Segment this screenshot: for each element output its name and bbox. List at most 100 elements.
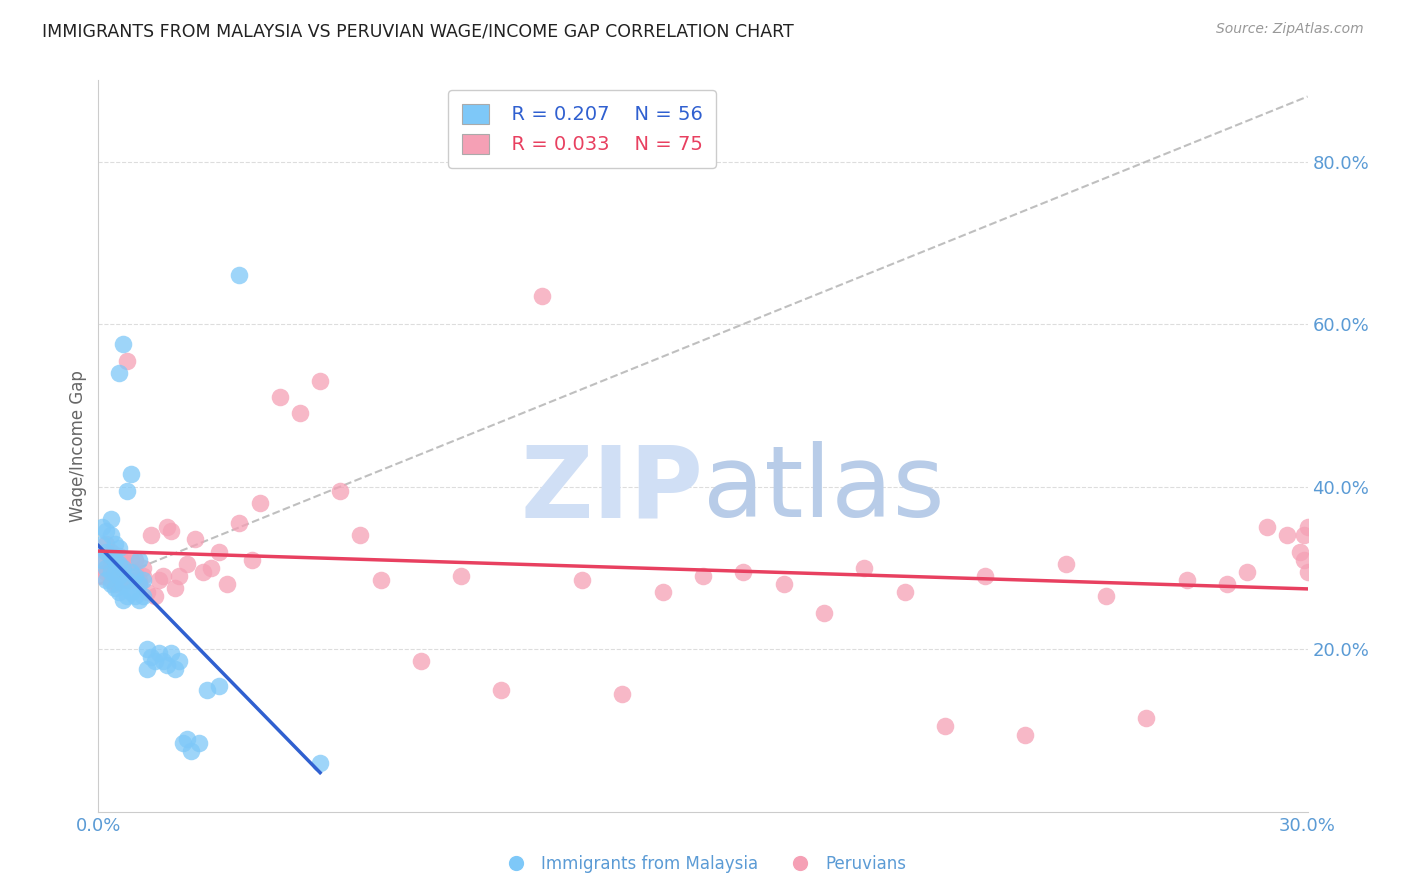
Legend: Immigrants from Malaysia, Peruvians: Immigrants from Malaysia, Peruvians (494, 848, 912, 880)
Point (733, 565, 755, 579)
Point (651, 585, 673, 599)
Point (193, 565, 215, 579)
Point (91, 569, 114, 583)
Point (100, 512, 122, 526)
Point (128, 553, 150, 567)
Point (176, 731, 198, 746)
Text: IMMIGRANTS FROM MALAYSIA VS PERUVIAN WAGE/INCOME GAP CORRELATION CHART: IMMIGRANTS FROM MALAYSIA VS PERUVIAN WAG… (42, 22, 794, 40)
Point (135, 585, 157, 599)
Point (208, 544, 231, 558)
Point (128, 573, 150, 587)
Point (111, 561, 134, 575)
Point (692, 569, 714, 583)
Point (100, 557, 122, 571)
Point (853, 561, 876, 575)
Point (240, 553, 263, 567)
Point (228, 268, 250, 283)
Point (100, 528, 122, 542)
Point (1054, 557, 1077, 571)
Point (107, 366, 129, 380)
Point (111, 593, 134, 607)
Point (103, 565, 125, 579)
Point (152, 654, 174, 668)
Point (1288, 544, 1310, 558)
Point (96, 536, 118, 550)
Point (91, 520, 114, 534)
Text: atlas: atlas (703, 442, 945, 539)
Point (132, 573, 155, 587)
Point (148, 646, 170, 660)
Point (269, 390, 291, 404)
Point (107, 549, 129, 563)
Point (184, 533, 207, 547)
Point (107, 557, 129, 571)
Point (115, 573, 138, 587)
Point (1277, 528, 1299, 542)
Point (100, 573, 122, 587)
Point (120, 467, 142, 482)
Point (111, 577, 134, 591)
Point (132, 590, 155, 604)
Point (103, 561, 125, 575)
Point (200, 561, 222, 575)
Point (139, 650, 162, 665)
Point (1296, 565, 1319, 579)
Point (107, 569, 129, 583)
Point (450, 569, 472, 583)
Point (120, 573, 142, 587)
Point (124, 569, 146, 583)
Point (370, 573, 392, 587)
Point (96, 573, 118, 587)
Point (100, 544, 122, 558)
Point (329, 483, 352, 498)
Point (115, 590, 138, 604)
Point (124, 590, 146, 604)
Point (124, 565, 146, 579)
Point (96, 561, 118, 575)
Point (107, 565, 129, 579)
Point (228, 516, 250, 531)
Point (128, 577, 150, 591)
Point (103, 581, 125, 595)
Point (152, 569, 174, 583)
Text: Source: ZipAtlas.com: Source: ZipAtlas.com (1216, 22, 1364, 37)
Point (107, 541, 129, 555)
Point (100, 577, 122, 591)
Point (160, 646, 183, 660)
Point (1236, 565, 1258, 579)
Point (143, 654, 166, 668)
Point (156, 658, 179, 673)
Point (934, 719, 956, 733)
Point (96, 544, 118, 558)
Point (571, 573, 593, 587)
Point (208, 679, 231, 693)
Point (188, 736, 211, 750)
Point (167, 569, 190, 583)
Point (91, 536, 114, 550)
Point (120, 565, 142, 579)
Point (349, 528, 371, 542)
Point (1216, 577, 1239, 591)
Point (409, 654, 432, 668)
Point (893, 585, 915, 599)
Point (491, 682, 513, 697)
Point (217, 577, 239, 591)
Point (100, 549, 122, 563)
Point (103, 577, 125, 591)
Point (111, 553, 134, 567)
Point (1292, 553, 1315, 567)
Point (249, 496, 271, 510)
Point (96, 565, 118, 579)
Point (1095, 590, 1118, 604)
Point (128, 593, 150, 607)
Point (103, 536, 125, 550)
Point (1175, 573, 1198, 587)
Point (1135, 711, 1157, 725)
Point (111, 337, 134, 351)
Point (115, 483, 138, 498)
Point (813, 606, 835, 620)
Point (288, 407, 311, 421)
Point (132, 569, 155, 583)
Point (180, 744, 202, 758)
Point (91, 553, 114, 567)
